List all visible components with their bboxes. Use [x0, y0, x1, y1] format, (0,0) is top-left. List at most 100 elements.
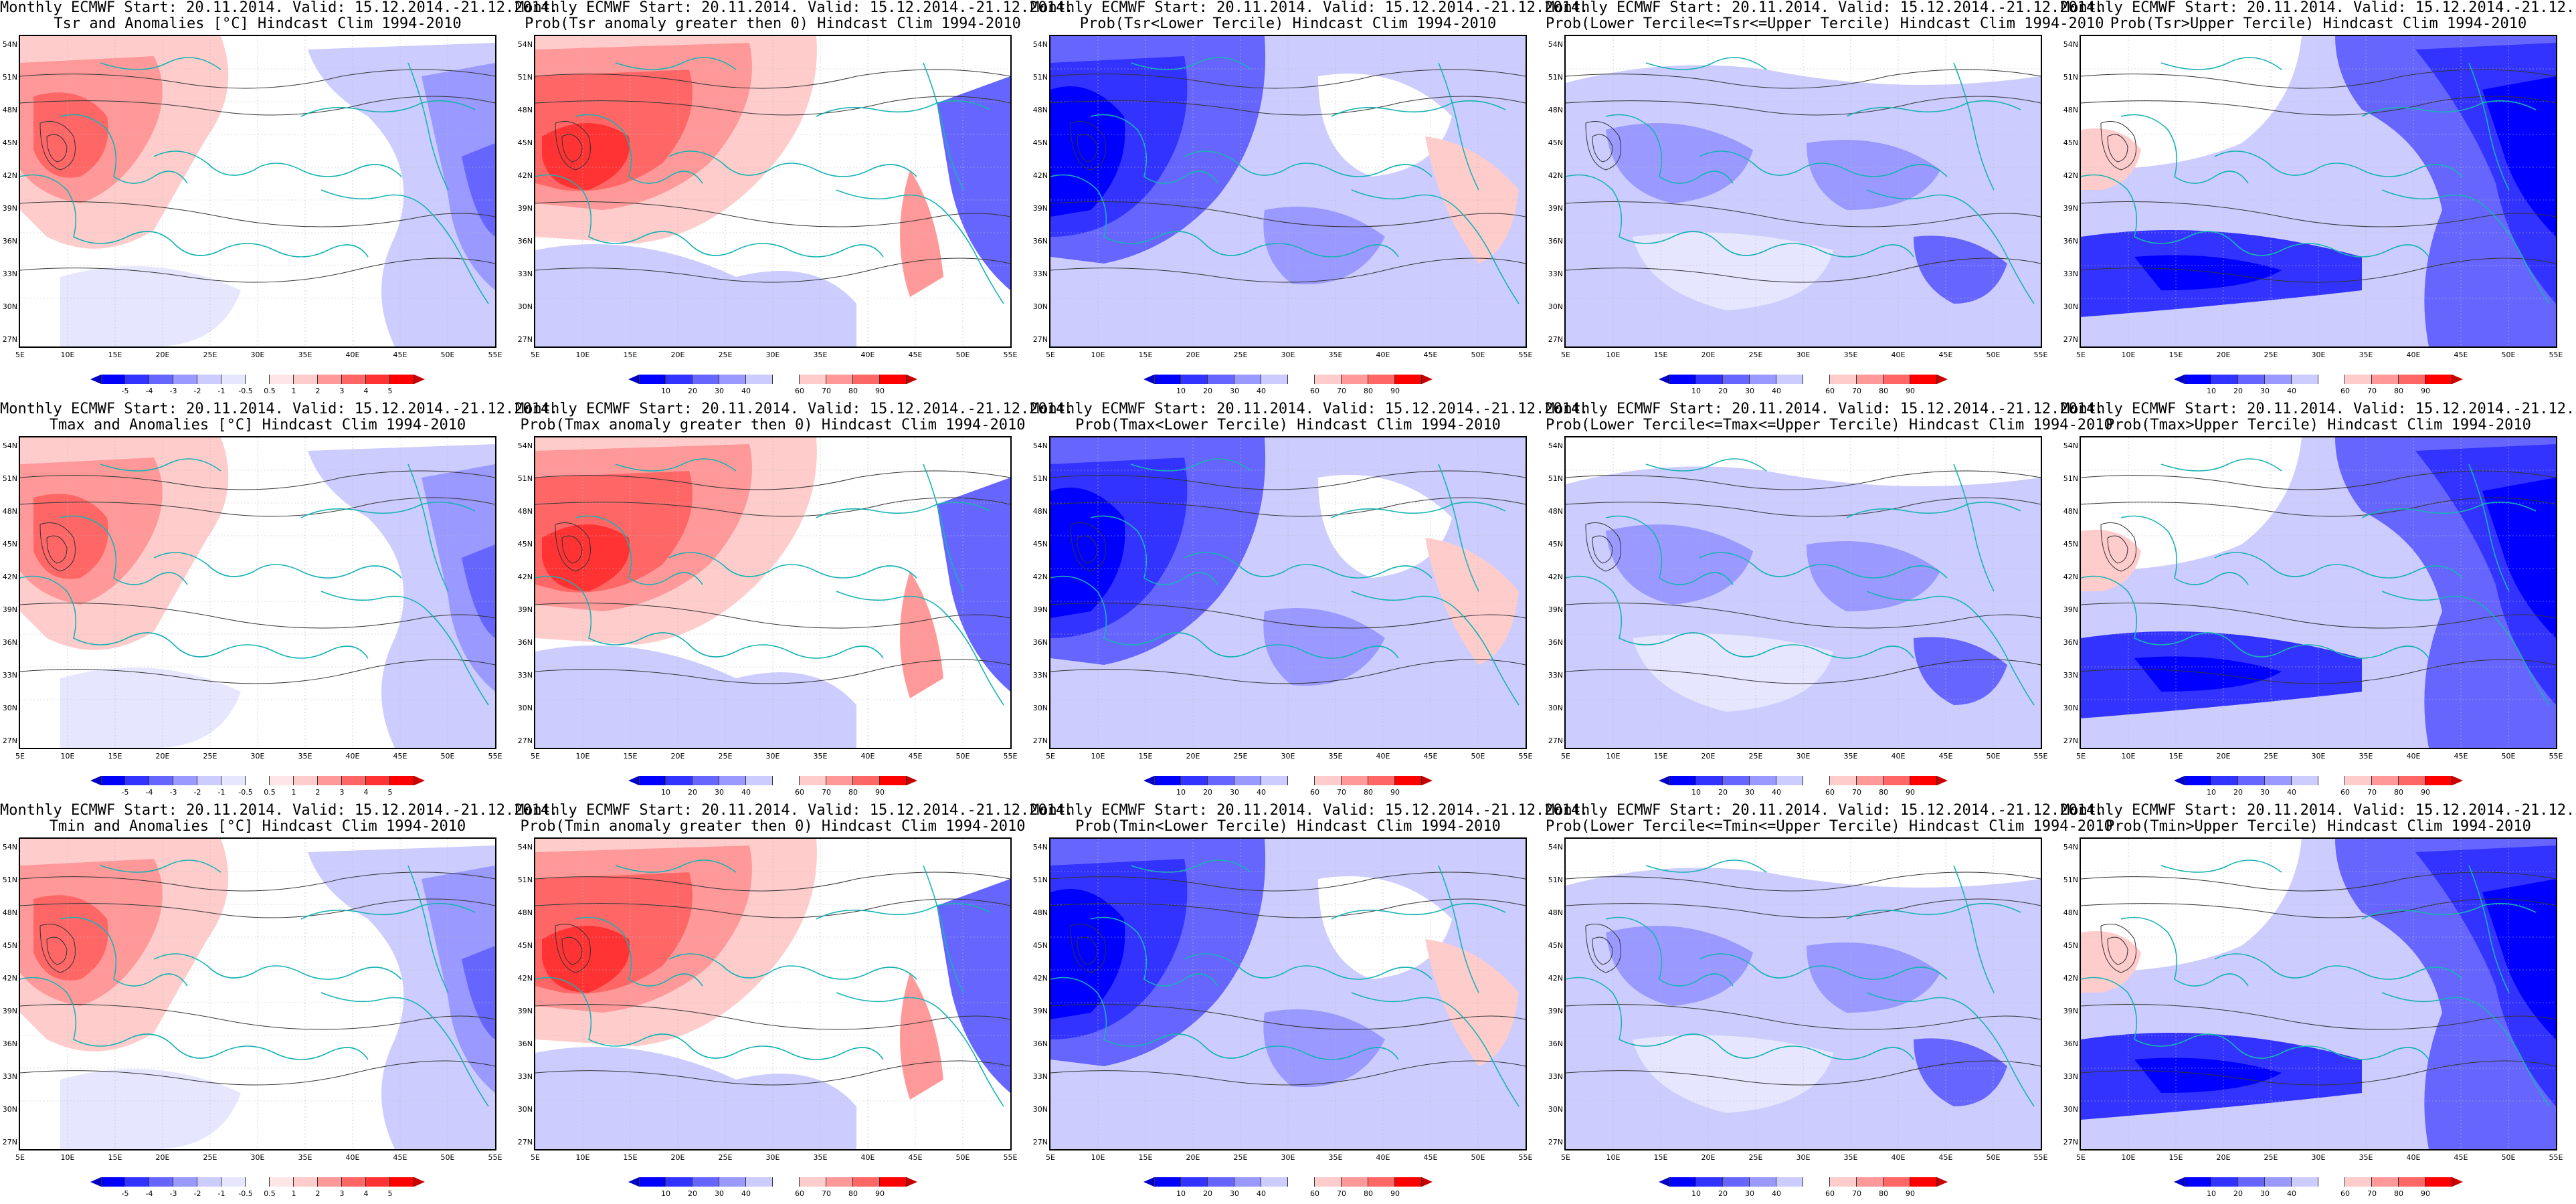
contour-line: [46, 134, 68, 163]
contour-line: [1566, 898, 2041, 918]
lon-tick-label: 15E: [1653, 752, 1668, 761]
colorbar-label: 5: [387, 788, 393, 797]
lon-tick-label: 25E: [718, 752, 733, 761]
colorbar-label: -1: [217, 387, 225, 395]
coastline: [1351, 189, 1520, 304]
shaded-region: [937, 76, 1010, 290]
contour-line: [1050, 659, 1526, 684]
lat-tick-label: 42N: [2, 573, 17, 581]
map-area: [1049, 35, 1527, 348]
colorbar: [90, 375, 425, 384]
contour-line: [2100, 924, 2136, 973]
colorbar-swatch: [1181, 375, 1208, 384]
colorbar-label: 40: [2287, 387, 2296, 395]
map-area: [19, 436, 496, 749]
colorbar-swatch: [2238, 776, 2265, 785]
coastline: [668, 953, 917, 980]
colorbar-label: 20: [1718, 788, 1728, 797]
lat-tick-label: 33N: [517, 671, 533, 680]
contour-line: [20, 96, 495, 116]
colorbar-label: 90: [1390, 788, 1400, 797]
colorbar-swatch: [1342, 1177, 1368, 1187]
colorbar-label: 0.5: [264, 387, 276, 395]
contour-line: [535, 69, 1010, 89]
colorbar-swatch: [246, 1177, 270, 1187]
colorbar-swatch: [1750, 1177, 1776, 1187]
contour-line: [535, 201, 1010, 227]
colorbar-swatch: [1234, 375, 1261, 384]
lat-tick-label: 33N: [2063, 1072, 2078, 1081]
colorbar-label: -1: [217, 1189, 225, 1198]
lat-tick-label: 39N: [1032, 605, 1048, 614]
lat-tick-label: 30N: [1032, 1105, 1048, 1114]
colorbar-swatch: [666, 375, 693, 384]
lat-tick-label: 36N: [517, 1039, 533, 1048]
lon-tick-label: 35E: [2359, 350, 2373, 359]
lon-tick-label: 40E: [860, 752, 875, 761]
lat-tick-label: 33N: [2, 671, 17, 680]
lat-tick-label: 45N: [2, 941, 17, 950]
coastline: [2160, 860, 2282, 873]
colorbar-swatch: [1154, 375, 1181, 384]
coastline: [2214, 150, 2463, 177]
colorbar-label: 30: [715, 788, 724, 797]
colorbar-label: -4: [145, 1189, 153, 1198]
colorbar-swatch: [800, 776, 826, 785]
contour-line: [1566, 1060, 2041, 1086]
lat-tick-label: 30N: [517, 1105, 533, 1114]
lat-tick-label: 36N: [2063, 638, 2078, 647]
contour-line: [535, 470, 1010, 490]
lat-tick-label: 42N: [1032, 974, 1048, 983]
lat-tick-label: 33N: [517, 270, 533, 278]
coastline: [300, 100, 476, 117]
map-area: [2080, 436, 2557, 749]
contour-line: [1585, 522, 1621, 572]
colorbar-swatch: [1750, 776, 1776, 785]
contour-line: [2081, 659, 2556, 684]
lon-tick-label: 40E: [2406, 1153, 2421, 1162]
colorbar-label: 90: [875, 1189, 885, 1198]
colorbar-swatch: [1830, 375, 1857, 384]
lon-tick-label: 20E: [2216, 350, 2231, 359]
colorbar-label: 10: [1691, 1189, 1701, 1198]
lat-tick-label: 30N: [2, 1105, 17, 1114]
contour-line: [2107, 134, 2128, 163]
map-area: [1049, 837, 1527, 1150]
lat-tick-label: 45N: [517, 540, 533, 548]
contour-line: [1566, 96, 2041, 116]
colorbar-swatch: [270, 776, 294, 785]
lon-tick-label: 25E: [1233, 1153, 1248, 1162]
colorbar-swatch: [294, 375, 318, 384]
shaded-field-map: [1566, 839, 2041, 1149]
colorbar-label: 90: [875, 387, 885, 395]
lat-tick-label: 30N: [2063, 1105, 2078, 1114]
coastline: [1699, 150, 1948, 177]
lat-tick-label: 48N: [517, 507, 533, 516]
contour-line: [1070, 522, 1106, 572]
colorbar-swatch: [2211, 776, 2238, 785]
coastline: [1050, 174, 1399, 258]
shaded-region: [535, 244, 856, 346]
lon-tick-label: 5E: [1046, 350, 1055, 359]
colorbar-swatch: [1368, 375, 1395, 384]
colorbar-swatch: [1288, 1177, 1315, 1187]
lat-tick-label: 27N: [1548, 1138, 1563, 1146]
colorbar-label: 30: [2260, 1189, 2270, 1198]
contour-line: [555, 522, 591, 572]
colorbar-swatch: [246, 375, 270, 384]
colorbar-swatch: [2185, 375, 2211, 384]
lat-tick-label: 39N: [517, 1007, 533, 1015]
lat-tick-label: 27N: [1032, 736, 1048, 745]
panel-title-line1: Monthly ECMWF Start: 20.11.2014. Valid: …: [0, 802, 559, 819]
colorbar-swatch: [2292, 375, 2318, 384]
lat-tick-label: 54N: [1548, 441, 1563, 450]
colorbar-label: 2: [315, 1189, 320, 1198]
lon-tick-label: 45E: [393, 752, 407, 761]
colorbar-swatch: [366, 375, 390, 384]
colorbar-label: -0.5: [238, 387, 253, 395]
map-panel-tmax-0: Monthly ECMWF Start: 20.11.2014. Valid: …: [0, 401, 558, 803]
coastline: [2468, 865, 2510, 993]
coastline: [320, 591, 489, 706]
shaded-region: [937, 879, 1010, 1093]
colorbar-swatch: [2185, 776, 2211, 785]
